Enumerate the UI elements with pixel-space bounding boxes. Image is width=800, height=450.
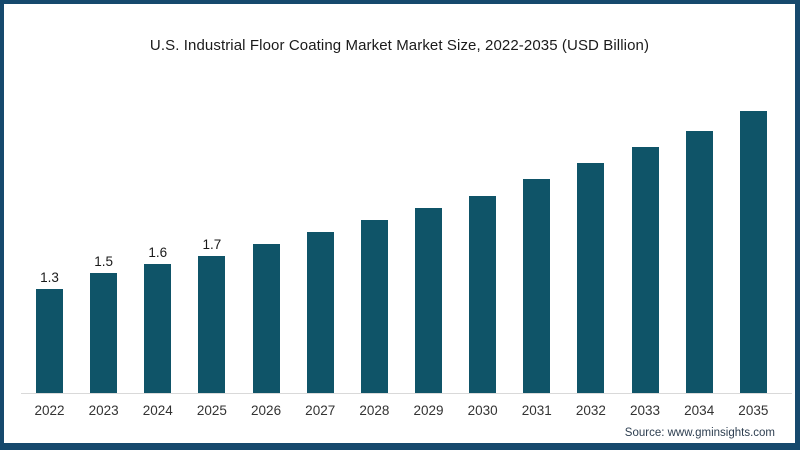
x-axis-line xyxy=(21,393,792,394)
bar-2026 xyxy=(252,244,280,394)
bar-value-label-2023: 1.5 xyxy=(94,253,114,269)
bar-slot-2032: 2032 xyxy=(576,104,606,418)
bar-slot-2023: 1.5 2023 xyxy=(89,104,119,419)
x-tick-label-2032: 2032 xyxy=(575,403,606,418)
bar-2024 xyxy=(144,264,172,394)
x-tick-label-2026: 2026 xyxy=(251,403,282,418)
x-tick-label-2024: 2024 xyxy=(142,403,173,418)
bar-2027 xyxy=(306,232,334,394)
bar-slot-2022: 1.3 2022 xyxy=(34,104,64,418)
bar-2028 xyxy=(360,219,388,394)
bar-2035 xyxy=(739,110,767,394)
x-tick-label-2028: 2028 xyxy=(359,403,390,418)
plot-area: 1.3 2022 1.5 2023 1.6 2024 1.7 2025 2026 2027 2028… xyxy=(21,104,792,419)
bar-2032 xyxy=(577,163,605,394)
x-tick-label-2030: 2030 xyxy=(467,403,498,418)
bar-2031 xyxy=(523,179,551,394)
bar-2030 xyxy=(469,195,497,394)
bar-slot-2034: 2034 xyxy=(684,104,714,418)
bar-slot-2035: 2035 xyxy=(738,104,768,418)
chart-title: U.S. Industrial Floor Coating Market Mar… xyxy=(149,37,650,54)
x-tick-label-2034: 2034 xyxy=(684,403,715,418)
bar-slot-2033: 2033 xyxy=(630,104,660,418)
bars-container: 1.3 2022 1.5 2023 1.6 2024 1.7 2025 2026 2027 2028… xyxy=(34,104,768,419)
bar-2023 xyxy=(90,272,118,394)
bar-slot-2029: 2029 xyxy=(413,104,444,418)
bar-value-label-2025: 1.7 xyxy=(202,237,222,253)
bar-slot-2028: 2028 xyxy=(359,104,389,418)
source-credit: Source: www.gminsights.com xyxy=(624,427,775,439)
bar-2034 xyxy=(685,130,713,394)
x-tick-label-2033: 2033 xyxy=(630,403,661,418)
x-tick-label-2025: 2025 xyxy=(196,403,227,418)
x-tick-label-2029: 2029 xyxy=(413,403,444,418)
x-tick-label-2031: 2031 xyxy=(521,403,552,418)
bar-slot-2026: 2026 xyxy=(251,104,281,418)
x-tick-label-2027: 2027 xyxy=(305,403,336,418)
bar-slot-2024: 1.6 2024 xyxy=(143,104,173,418)
bar-slot-2030: 2030 xyxy=(468,104,498,418)
bar-value-label-2022: 1.3 xyxy=(40,269,59,285)
bar-slot-2031: 2031 xyxy=(522,104,552,418)
bar-value-label-2024: 1.6 xyxy=(148,245,168,261)
bar-slot-2027: 2027 xyxy=(305,104,335,418)
x-tick-label-2022: 2022 xyxy=(34,403,65,418)
bar-2033 xyxy=(631,146,659,394)
x-tick-label-2023: 2023 xyxy=(88,403,119,418)
bar-2025 xyxy=(198,256,226,394)
bar-slot-2025: 1.7 2025 xyxy=(197,104,227,418)
bar-2029 xyxy=(414,207,442,394)
x-tick-label-2035: 2035 xyxy=(738,403,769,418)
bar-2022 xyxy=(36,288,63,394)
